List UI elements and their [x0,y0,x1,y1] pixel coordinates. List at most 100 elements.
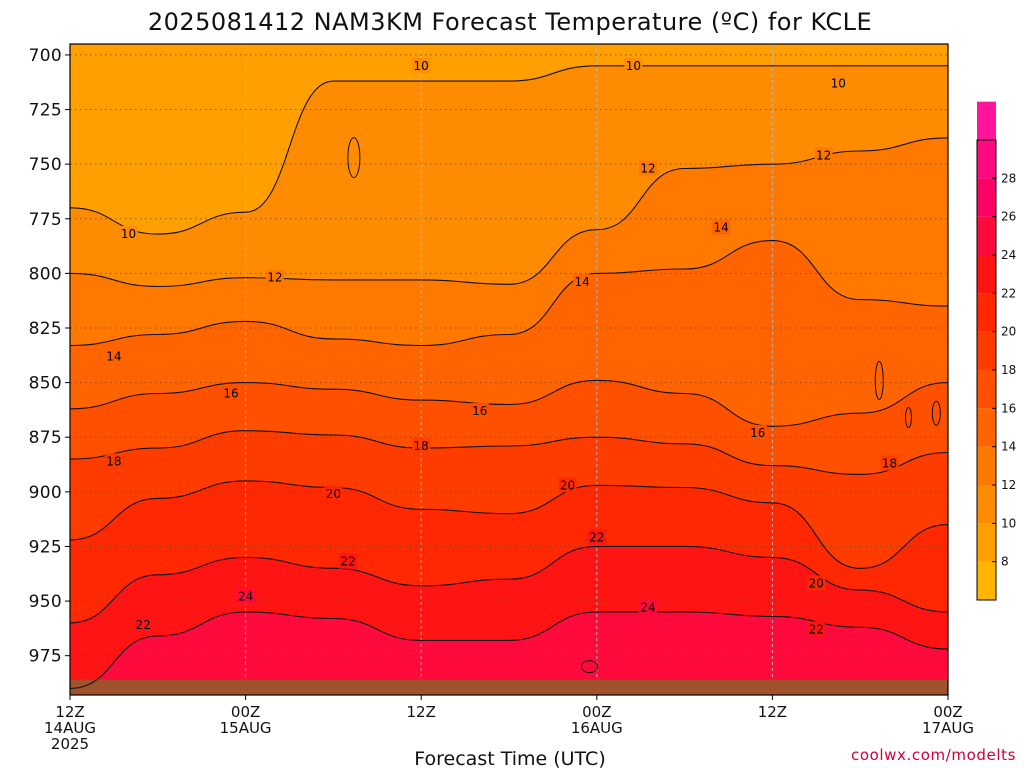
closed-contour [931,400,941,426]
colorbar-swatch [977,293,996,332]
x-axis-label: Forecast Time (UTC) [414,748,605,768]
contour-label-bg [807,575,826,591]
x-tick-label: 17AUG [922,719,974,737]
closed-contour [874,360,884,400]
colorbar-swatch [977,140,996,179]
y-tick-label-725: 725 [29,101,62,121]
contour-label-24: 24 [639,599,658,615]
contour-label-16: 16 [748,424,767,440]
contour-label-22: 22 [134,617,153,633]
closed-contour [580,660,598,674]
y-tick-label-775: 775 [29,210,62,230]
contour-label-bg [412,57,431,73]
contour-label-bg [573,274,592,290]
contour-label-text: 22 [809,622,824,636]
chart-title: 2025081412 NAM3KM Forecast Temperature (… [148,8,872,36]
contour-label-bg [587,529,606,545]
isotherm-22 [69,545,949,624]
contour-label-bg [104,453,123,469]
colorbar-label-10: 10 [1001,516,1016,530]
contour-label-bg [221,385,240,401]
contour-label-bg [814,147,833,163]
contour-labels: 10 10 10 10 12 12 12 14 14 14 16 16 16 18 18 18 20 20 20 22… [104,57,899,637]
isotherm-20 [69,480,949,569]
colorbar-swatch [977,485,996,524]
contour-label-text: 14 [106,349,121,363]
contour-label-18: 18 [104,453,123,469]
colorbar-label-14: 14 [1001,440,1016,454]
contour-label-text: 24 [238,590,253,604]
contour-label-text: 10 [414,59,429,73]
contour-label-text: 16 [750,426,765,440]
contour-label-18: 18 [880,455,899,471]
x-tick-label: 12Z [407,703,436,721]
surface-ground [70,679,948,695]
colorbar-label-8: 8 [1001,555,1009,569]
closed-contour [347,137,361,179]
plot-frame [69,43,949,696]
contour-label-bg [119,226,138,242]
contour-label-bg [134,617,153,633]
contour-label-text: 12 [267,271,282,285]
contour-label-bg [748,424,767,440]
isotherm-10 [69,65,948,235]
colorbar-label-20: 20 [1001,325,1016,339]
x-tick-label: 00Z [933,703,962,721]
x-tick-label: 00Z [582,703,611,721]
contour-label-16: 16 [221,385,240,401]
y-tick-label-900: 900 [29,483,62,503]
contour-label-14: 14 [712,219,731,235]
contour-label-20: 20 [324,486,343,502]
contour-label-12: 12 [265,269,284,285]
y-tick-label-875: 875 [29,428,62,448]
x-tick-label: 00Z [231,703,260,721]
contour-label-text: 20 [560,478,575,492]
contour-label-10: 10 [412,57,431,73]
y-axis-ticks: 700 725 750 775 800 825 850 875 900 925 950 975 [29,46,70,667]
contour-label-16: 16 [470,403,489,419]
contour-label-text: 20 [326,487,341,501]
contour-label-10: 10 [829,75,848,91]
y-tick-label-700: 700 [29,46,62,66]
colorbar-legend: 8 10 12 14 16 18 20 22 24 26 28 [976,101,1016,601]
y-tick-label-950: 950 [29,592,62,612]
colorbar-label-18: 18 [1001,363,1016,377]
y-tick-label-750: 750 [29,155,62,175]
contour-label-bg [639,160,658,176]
contour-label-bg [829,75,848,91]
contour-label-22: 22 [587,529,606,545]
isotherm-18 [69,430,949,475]
contour-label-bg [412,437,431,453]
contour-label-bg [807,621,826,637]
colorbar-label-16: 16 [1001,401,1016,415]
y-tick-label-825: 825 [29,319,62,339]
temp-band-24 [70,612,948,695]
closed-contour [904,407,912,429]
colorbar-swatch [977,370,996,409]
contour-label-text: 10 [831,76,846,90]
contour-label-bg [880,455,899,471]
x-tick-label: 15AUG [220,719,272,737]
contour-label-bg [639,599,658,615]
contour-label-text: 18 [414,439,429,453]
contour-label-10: 10 [119,226,138,242]
contour-label-14: 14 [573,274,592,290]
colorbar-swatch [977,101,996,140]
contour-label-text: 14 [714,221,729,235]
isotherm-24 [69,611,949,689]
contour-label-bg [104,348,123,364]
isotherm-16 [69,379,949,427]
x-tick-label: 14AUG [44,719,96,737]
colorbar-swatch [977,408,996,447]
x-tick-label: 2025 [51,735,89,753]
isotherm-14 [69,240,949,347]
contour-label-text: 18 [106,454,121,468]
contour-label-text: 22 [136,618,151,632]
contour-label-text: 16 [223,387,238,401]
contour-label-text: 10 [121,227,136,241]
colorbar-swatch [977,255,996,294]
credit-text: coolwx.com/modelts [851,746,1016,764]
contour-label-bg [265,269,284,285]
